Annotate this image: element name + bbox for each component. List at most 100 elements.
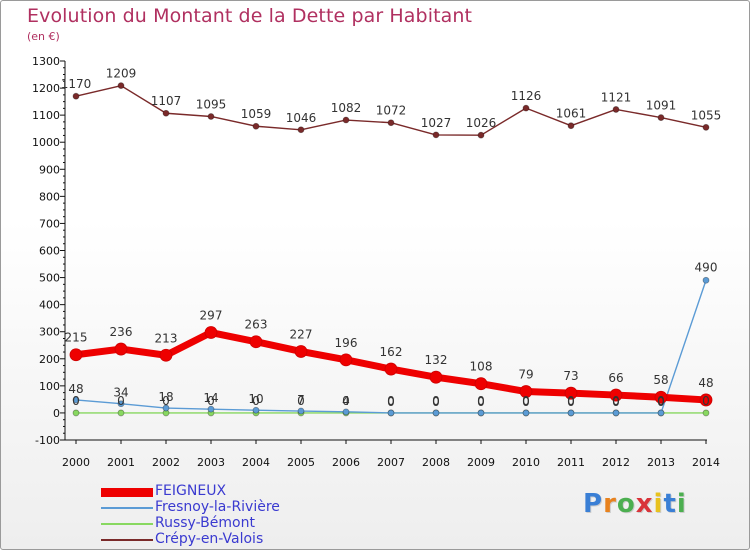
data-label-fresnoy-la-riviere: 7 (297, 393, 305, 407)
point-crepy-en-valois (657, 114, 665, 121)
data-label-feigneux: 108 (470, 360, 493, 374)
point-feigneux (564, 386, 578, 400)
proxiti-logo: Proxiti (583, 489, 687, 519)
x-tick-label: 2004 (242, 456, 270, 469)
data-label-crepy-en-valois: 1091 (646, 99, 677, 113)
point-feigneux (339, 353, 353, 367)
data-label-russy-bemont: 0 (522, 394, 530, 408)
data-label-crepy-en-valois: 1072 (376, 104, 407, 118)
logo-letter: P (583, 489, 604, 519)
data-label-feigneux: 227 (290, 327, 313, 341)
data-label-fresnoy-la-riviere: 10 (248, 392, 263, 406)
data-label-crepy-en-valois: 1107 (151, 94, 182, 108)
point-crepy-en-valois (342, 116, 350, 124)
legend-swatch (101, 507, 153, 509)
data-label-fresnoy-la-riviere: 4 (342, 394, 350, 408)
y-tick-label: -100 (35, 434, 60, 447)
x-tick-label: 2013 (647, 456, 675, 469)
data-label-crepy-en-valois: 1061 (556, 107, 587, 121)
legend-label: Russy-Bémont (155, 515, 255, 531)
x-tick-label: 2012 (602, 456, 630, 469)
logo-letter: o (616, 489, 636, 519)
point-feigneux (204, 326, 218, 339)
x-tick-label: 2002 (152, 456, 180, 469)
logo-letter: i (676, 489, 687, 519)
x-tick-label: 2006 (332, 456, 360, 469)
legend-swatch (101, 487, 153, 497)
x-tick-label: 2014 (692, 456, 720, 469)
data-label-feigneux: 162 (380, 345, 403, 359)
data-label-crepy-en-valois: 1027 (421, 116, 452, 130)
data-label-fresnoy-la-riviere: 490 (695, 260, 718, 274)
data-label-russy-bemont: 0 (702, 394, 710, 408)
point-crepy-en-valois (72, 92, 80, 100)
point-crepy-en-valois (567, 122, 575, 130)
x-tick-label: 2001 (107, 456, 135, 469)
point-crepy-en-valois (297, 126, 305, 134)
chart-title: Evolution du Montant de la Dette par Hab… (27, 5, 473, 27)
data-label-fresnoy-la-riviere: 0 (657, 395, 665, 409)
x-tick-label: 2009 (467, 456, 495, 469)
data-label-feigneux: 132 (425, 353, 448, 367)
point-feigneux (69, 348, 83, 362)
x-tick-label: 2007 (377, 456, 405, 469)
point-feigneux (699, 393, 713, 407)
data-label-fresnoy-la-riviere: 0 (432, 395, 440, 409)
data-label-russy-bemont: 0 (117, 394, 125, 408)
point-feigneux (384, 362, 398, 376)
point-feigneux (609, 388, 623, 402)
legend-label: Fresnoy-la-Rivière (155, 499, 280, 515)
point-fresnoy-la-riviere (657, 409, 665, 417)
point-russy-bemont (117, 409, 125, 417)
point-fresnoy-la-riviere (477, 409, 485, 417)
data-label-russy-bemont: 0 (162, 394, 170, 408)
data-label-russy-bemont: 0 (612, 394, 620, 408)
data-label-crepy-en-valois: 1095 (196, 97, 227, 111)
data-label-crepy-en-valois: 1082 (331, 101, 362, 115)
data-label-russy-bemont: 0 (252, 394, 260, 408)
point-russy-bemont (702, 409, 710, 417)
data-label-crepy-en-valois: 1059 (241, 107, 272, 121)
y-tick-label: 600 (39, 245, 60, 258)
point-fresnoy-la-riviere (207, 405, 215, 413)
logo-letter: i (653, 489, 664, 519)
point-feigneux (159, 348, 173, 362)
data-label-russy-bemont: 0 (72, 394, 80, 408)
point-crepy-en-valois (252, 122, 260, 130)
data-label-feigneux: 263 (245, 318, 268, 332)
legend-label: Crépy-en-Valois (155, 531, 264, 547)
data-label-feigneux: 236 (110, 325, 133, 339)
y-tick-label: 900 (39, 163, 60, 176)
point-fresnoy-la-riviere (297, 407, 305, 415)
data-label-crepy-en-valois: 1209 (106, 67, 137, 81)
point-crepy-en-valois (207, 113, 215, 120)
data-label-russy-bemont: 0 (387, 394, 395, 408)
point-crepy-en-valois (702, 123, 710, 131)
data-label-crepy-en-valois: 1126 (511, 89, 542, 103)
data-label-russy-bemont: 0 (477, 394, 485, 408)
data-label-fresnoy-la-riviere: 0 (387, 395, 395, 409)
legend-label: FEIGNEUX (155, 483, 227, 499)
point-fresnoy-la-riviere (342, 408, 350, 416)
x-tick-label: 2011 (557, 456, 585, 469)
data-label-russy-bemont: 0 (207, 394, 215, 408)
data-label-feigneux: 73 (563, 369, 578, 383)
point-fresnoy-la-riviere (432, 409, 440, 417)
y-tick-label: 700 (39, 217, 60, 230)
data-label-crepy-en-valois: 1046 (286, 111, 317, 125)
data-label-fresnoy-la-riviere: 48 (68, 382, 83, 396)
data-label-feigneux: 48 (698, 376, 713, 390)
point-fresnoy-la-riviere (72, 396, 80, 404)
x-tick-label: 2003 (197, 456, 225, 469)
data-label-crepy-en-valois: 1121 (601, 90, 632, 104)
data-label-fresnoy-la-riviere: 0 (477, 395, 485, 409)
point-fresnoy-la-riviere (702, 276, 710, 284)
y-tick-label: 800 (39, 190, 60, 203)
data-label-russy-bemont: 0 (567, 394, 575, 408)
point-crepy-en-valois (387, 119, 395, 127)
point-fresnoy-la-riviere (612, 409, 620, 417)
data-label-crepy-en-valois: 1170 (61, 77, 92, 91)
data-label-feigneux: 215 (65, 331, 88, 345)
point-feigneux (114, 342, 128, 356)
point-feigneux (429, 370, 443, 384)
